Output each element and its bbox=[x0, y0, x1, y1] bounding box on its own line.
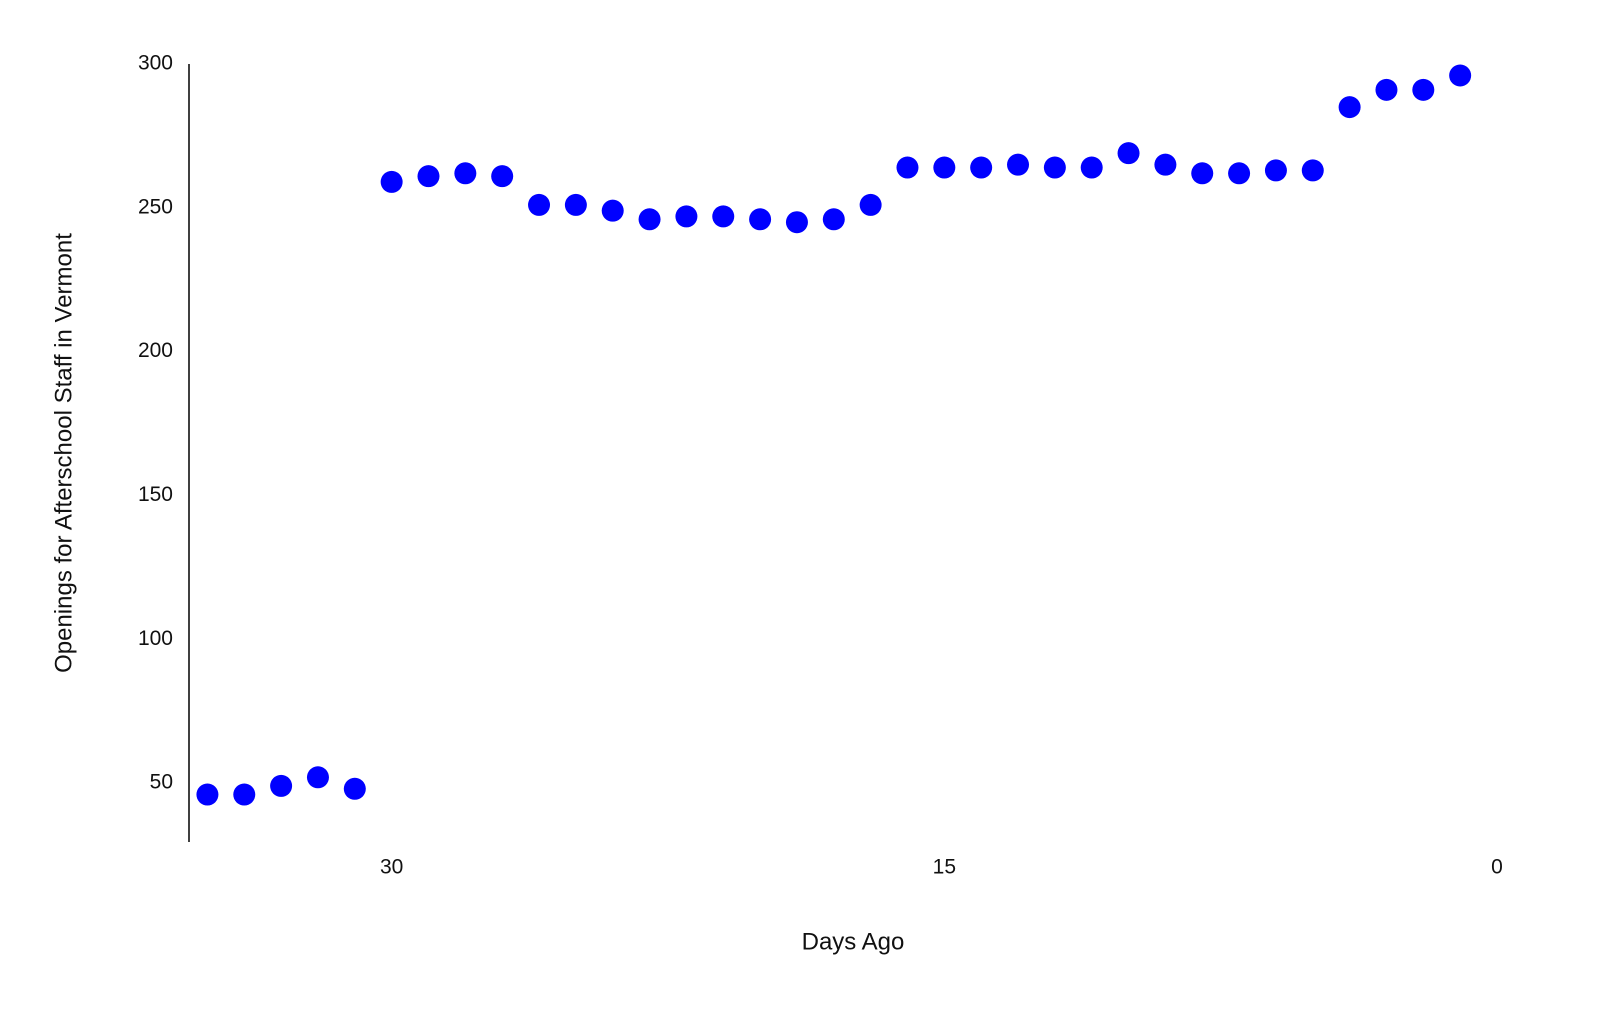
point bbox=[270, 774, 293, 797]
point bbox=[1043, 156, 1066, 179]
y-tick-label: 250 bbox=[138, 195, 173, 218]
point bbox=[1007, 153, 1030, 176]
y-tick-label: 150 bbox=[138, 483, 173, 506]
point bbox=[601, 199, 624, 222]
point bbox=[1264, 159, 1287, 182]
x-tick-label: 0 bbox=[1491, 856, 1503, 879]
y-axis-title: Openings for Afterschool Staff in Vermon… bbox=[50, 233, 77, 673]
point bbox=[1338, 96, 1361, 119]
point bbox=[933, 156, 956, 179]
point bbox=[822, 208, 845, 231]
point bbox=[1412, 78, 1435, 101]
point bbox=[859, 193, 882, 216]
point bbox=[196, 783, 219, 806]
point bbox=[638, 208, 661, 231]
point bbox=[1154, 153, 1177, 176]
y-tick-label: 50 bbox=[150, 771, 173, 794]
y-tick-label: 200 bbox=[138, 339, 173, 362]
point bbox=[1228, 162, 1251, 185]
point bbox=[564, 193, 587, 216]
point bbox=[380, 170, 403, 193]
x-tick-label: 30 bbox=[380, 856, 403, 879]
point bbox=[1449, 64, 1472, 87]
point bbox=[1191, 162, 1214, 185]
point bbox=[343, 777, 366, 800]
point bbox=[491, 165, 514, 188]
point bbox=[417, 165, 440, 188]
point bbox=[1375, 78, 1398, 101]
x-axis-title: Days Ago bbox=[802, 928, 905, 955]
point bbox=[675, 205, 698, 228]
point bbox=[749, 208, 772, 231]
point bbox=[1117, 142, 1140, 165]
point bbox=[1301, 159, 1324, 182]
x-tick-label: 15 bbox=[933, 856, 956, 879]
y-tick-label: 100 bbox=[138, 627, 173, 650]
point bbox=[896, 156, 919, 179]
point bbox=[1080, 156, 1103, 179]
point bbox=[233, 783, 256, 806]
point bbox=[454, 162, 477, 185]
point bbox=[528, 193, 551, 216]
point bbox=[785, 211, 808, 234]
point bbox=[970, 156, 993, 179]
point bbox=[712, 205, 735, 228]
point bbox=[306, 766, 329, 789]
y-tick-label: 300 bbox=[138, 52, 173, 75]
